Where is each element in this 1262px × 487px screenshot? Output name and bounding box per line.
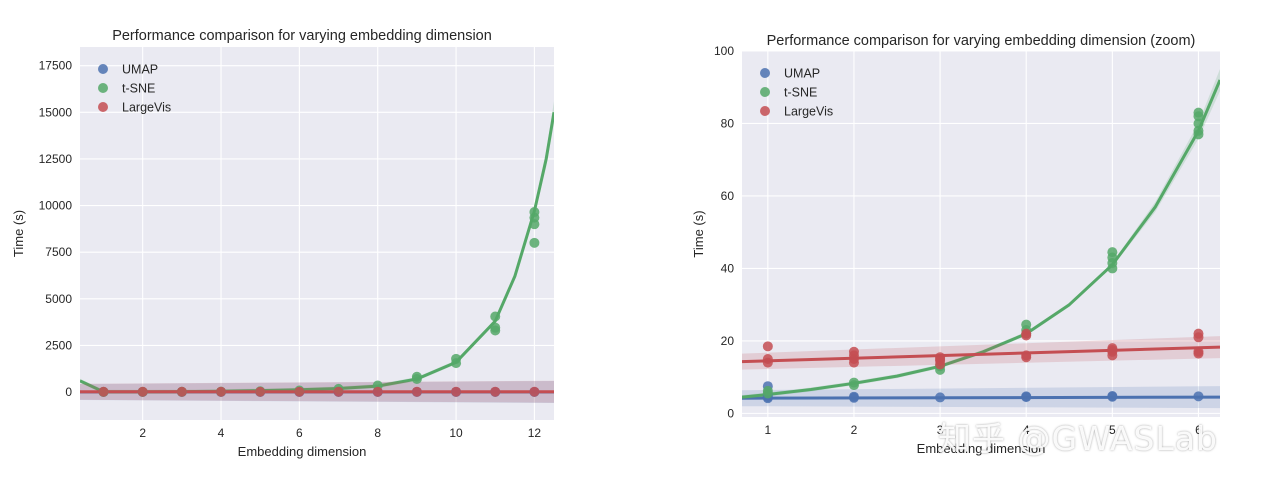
t-sne-point <box>490 323 500 333</box>
y-tick-label: 15000 <box>39 105 73 119</box>
largevis-point <box>849 347 859 357</box>
largevis-point <box>255 387 265 397</box>
largevis-point <box>373 387 383 397</box>
legend-label-largevis: LargeVis <box>784 105 833 119</box>
largevis-point <box>1193 329 1203 339</box>
x-tick-label: 12 <box>528 426 542 440</box>
t-sne-point <box>763 386 773 396</box>
t-sne-point <box>490 311 500 321</box>
y-tick-label: 20 <box>721 334 735 348</box>
y-tick-label: 12500 <box>39 152 73 166</box>
umap-point <box>935 392 945 402</box>
umap-point <box>1193 391 1203 401</box>
legend-label-umap: UMAP <box>122 63 158 77</box>
y-tick-label: 80 <box>721 116 735 130</box>
x-tick-label: 10 <box>449 426 463 440</box>
legend-marker-largevis <box>760 106 770 116</box>
umap-point <box>849 392 859 402</box>
largevis-point <box>177 387 187 397</box>
legend-label-t-sne: t-SNE <box>784 86 817 100</box>
y-tick-label: 0 <box>727 406 734 420</box>
x-tick-label: 2 <box>851 423 858 437</box>
t-sne-point <box>1021 320 1031 330</box>
largevis-point <box>334 387 344 397</box>
largevis-point <box>529 387 539 397</box>
x-axis-label: Embedding dimension <box>238 444 367 459</box>
largevis-point <box>138 387 148 397</box>
largevis-point <box>763 354 773 364</box>
y-tick-label: 7500 <box>45 245 72 259</box>
largevis-point <box>1107 343 1117 353</box>
chart-title: Performance comparison for varying embed… <box>112 28 492 44</box>
umap-fit-line <box>742 397 1220 398</box>
x-tick-label: 1 <box>764 423 771 437</box>
legend-label-t-sne: t-SNE <box>122 82 155 96</box>
y-tick-label: 40 <box>721 261 735 275</box>
chart-title: Performance comparison for varying embed… <box>767 33 1196 49</box>
t-sne-point <box>1107 247 1117 257</box>
legend-marker-umap <box>760 68 770 78</box>
t-sne-point <box>412 372 422 382</box>
legend-marker-t-sne <box>760 87 770 97</box>
largevis-point <box>294 387 304 397</box>
legend-label-umap: UMAP <box>784 67 820 81</box>
t-sne-point <box>1193 108 1203 118</box>
largevis-point <box>1193 347 1203 357</box>
legend-marker-t-sne <box>98 83 108 93</box>
legend-marker-largevis <box>98 102 108 112</box>
y-tick-label: 5000 <box>45 292 72 306</box>
largevis-point <box>99 387 109 397</box>
y-tick-label: 10000 <box>39 199 73 213</box>
left-chart: 2 4 6 8 10 12 0 2500 5000 7500 10000 12500 15000 1750… <box>11 28 554 459</box>
umap-point <box>1021 391 1031 401</box>
largevis-point <box>935 352 945 362</box>
largevis-point <box>412 387 422 397</box>
t-sne-point <box>451 354 461 364</box>
t-sne-point <box>849 378 859 388</box>
x-tick-label: 2 <box>139 426 146 440</box>
legend-marker-umap <box>98 64 108 74</box>
x-tick-label: 8 <box>374 426 381 440</box>
y-axis-label: Time (s) <box>691 210 706 257</box>
watermark-text: 知乎 @GWASLab <box>938 412 1218 460</box>
t-sne-point <box>529 238 539 248</box>
umap-point <box>1107 391 1117 401</box>
t-sne-point <box>529 207 539 217</box>
y-tick-label: 17500 <box>39 59 73 73</box>
largevis-point <box>763 341 773 351</box>
y-tick-label: 60 <box>721 189 735 203</box>
y-tick-label: 100 <box>714 44 734 58</box>
x-tick-label: 4 <box>218 426 225 440</box>
y-tick-label: 0 <box>65 385 72 399</box>
largevis-point <box>216 387 226 397</box>
y-tick-label: 2500 <box>45 338 72 352</box>
y-axis-label: Time (s) <box>11 210 26 257</box>
largevis-point <box>1021 329 1031 339</box>
legend-label-largevis: LargeVis <box>122 101 171 115</box>
largevis-point <box>451 387 461 397</box>
x-tick-label: 6 <box>296 426 303 440</box>
largevis-point <box>1021 350 1031 360</box>
largevis-point <box>490 387 500 397</box>
